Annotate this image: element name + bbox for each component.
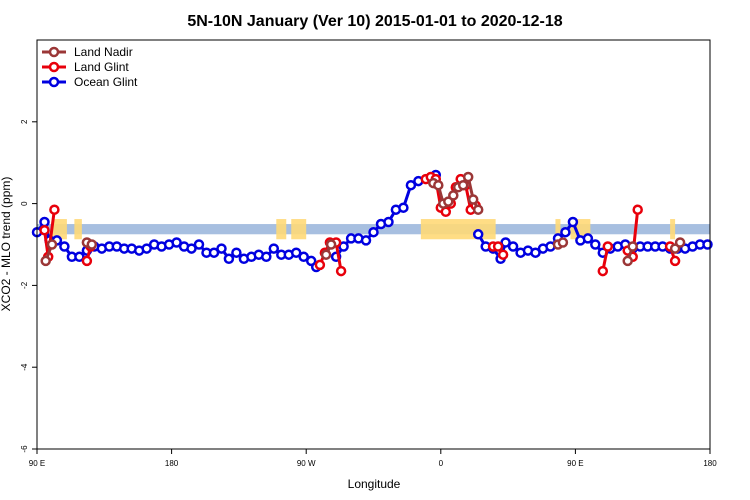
y-tick-label: -2 [20,281,29,289]
data-point [467,194,479,205]
legend-swatch-marker [48,76,60,88]
y-axis-label: XCO2 - MLO trend (ppm) [0,177,13,312]
data-point [223,253,235,265]
legend-swatch-marker [48,61,60,73]
data-point [560,226,571,238]
data-point [231,247,242,258]
data-point [557,237,569,248]
data-point [622,255,633,267]
land-band-segment [420,219,496,240]
x-axis-label: Longitude [348,477,401,491]
data-point [141,243,152,254]
data-point [290,247,302,258]
data-point [500,237,511,248]
series-ocean-glint [31,169,713,273]
data-point [597,265,609,277]
x-tick-label: 90 E [567,459,583,468]
data-point [497,249,509,260]
data-point [440,206,452,218]
data-point [567,216,579,228]
plot-series [31,169,713,277]
data-point [320,249,332,260]
y-tick-label: -4 [20,363,29,371]
data-point [492,241,504,252]
data-point [338,241,349,252]
data-point [530,247,541,258]
data-point [86,239,98,250]
legend-item: Land Glint [42,60,129,74]
data-point [261,251,272,263]
data-point [582,233,594,244]
data-point [627,241,638,252]
data-point [171,237,182,248]
data-point [39,224,50,236]
data-point [360,235,372,246]
x-tick-label: 90 E [29,459,45,468]
data-point [81,255,93,267]
data-point [186,243,197,254]
x-tick-label: 180 [165,459,179,468]
data-point [49,204,60,215]
data-point [433,179,444,191]
data-point [462,171,474,183]
x-tick-label: 0 [439,459,444,468]
series-land-nadir [40,171,686,267]
data-point [325,239,337,250]
legend-label: Ocean Glint [74,75,138,89]
data-point [669,255,681,267]
data-point [46,239,58,250]
data-point [472,204,484,215]
chart-title: 5N-10N January (Ver 10) 2015-01-01 to 20… [187,13,562,30]
y-tick-label: 0 [20,201,29,206]
data-point [40,255,51,267]
data-point [590,239,601,250]
data-point [74,251,85,263]
legend-item: Ocean Glint [42,75,138,89]
data-point [39,216,50,228]
data-point [59,241,70,252]
legend-label: Land Nadir [74,45,133,59]
data-point [405,179,417,191]
data-point [448,190,459,201]
y-tick-label: 2 [20,119,29,124]
legend-swatch-marker [48,46,60,58]
y-tick-label: -6 [20,445,29,453]
data-point [507,241,519,252]
data-point [193,239,205,250]
y-axis: -6 -4 -2 0 2 [20,119,37,453]
data-point [398,202,409,213]
x-tick-label: 90 W [297,459,316,468]
land-band-segment [51,219,67,240]
data-point [208,247,220,258]
land-band-segment [276,219,287,240]
data-point [314,259,326,271]
series-line [334,173,437,258]
data-point [632,204,643,215]
land-band-segment [74,219,82,240]
data-point [674,237,686,248]
land-band-segment [555,219,561,240]
data-point [472,229,484,240]
data-point [383,216,394,228]
plot-frame [36,39,711,450]
data-point [457,179,469,191]
land-band-segment [670,219,676,240]
data-point [368,226,379,238]
legend-item: Land Nadir [42,45,133,59]
data-point [335,265,347,277]
legend-label: Land Glint [74,60,129,74]
x-axis: 90 E 180 90 W 0 90 E 180 [29,449,717,468]
land-band-segment [291,219,307,240]
data-point [298,251,309,263]
x-tick-label: 180 [703,459,717,468]
data-point [268,243,280,254]
data-point [216,243,227,254]
data-point [602,241,614,252]
